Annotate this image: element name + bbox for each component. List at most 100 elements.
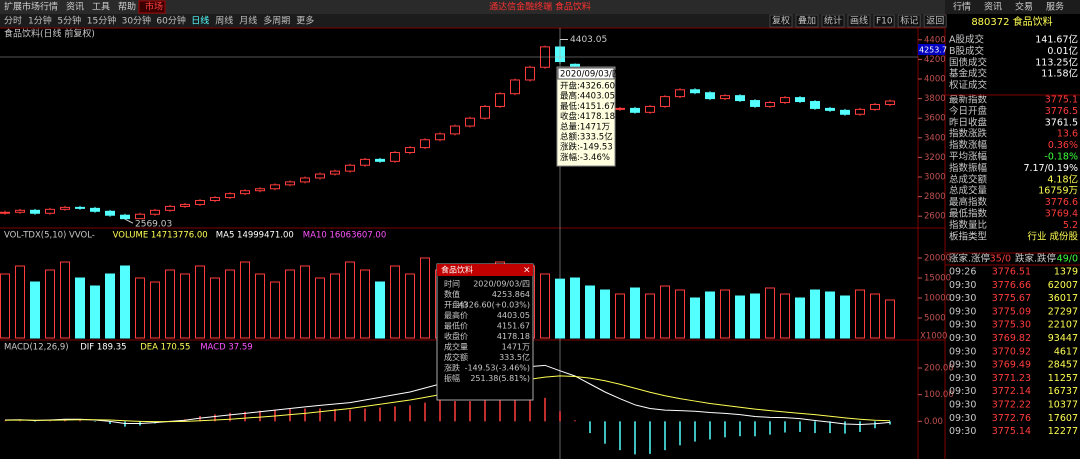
volume-bar <box>720 289 730 339</box>
candle-body <box>105 210 115 216</box>
candle-body <box>720 95 730 100</box>
period-tab[interactable]: 日线 <box>191 15 209 27</box>
candle-body <box>210 197 220 202</box>
volume-unit: X1000 <box>920 332 947 342</box>
side-tab[interactable]: 行情 <box>953 1 971 13</box>
menu-bar <box>0 0 1080 14</box>
info-label: 时间 <box>444 279 460 289</box>
candle-body <box>45 208 55 214</box>
candle-body <box>840 109 850 115</box>
quote-label: 板指类型 <box>949 230 988 242</box>
info-label: 开盘价 <box>444 300 468 310</box>
volume-bar <box>750 293 760 339</box>
volume-bar <box>90 285 100 339</box>
candle-body <box>285 181 295 186</box>
candle-body <box>330 170 340 175</box>
volume-bar <box>300 265 310 339</box>
tool-button[interactable]: 统计 <box>824 15 842 27</box>
candle-body <box>645 105 655 113</box>
tool-button[interactable]: 画线 <box>850 15 868 27</box>
info-value: -149.53(-3.46%) <box>465 364 530 373</box>
tooltip-row: 涨幅:-3.46% <box>560 152 610 163</box>
tick-time: 09:30 <box>949 400 976 411</box>
side-tab[interactable]: 服务 <box>1046 1 1064 13</box>
candle-body <box>525 66 535 81</box>
side-tab[interactable]: 交易 <box>1015 1 1033 13</box>
candle-body <box>510 79 520 95</box>
quote-label: 指数振幅 <box>949 162 988 174</box>
tool-button-box[interactable] <box>769 14 793 28</box>
quote-label: A股成交 <box>949 34 984 46</box>
quote-value: 141.67亿 <box>1035 34 1078 46</box>
period-tab[interactable]: 1分钟 <box>28 15 52 27</box>
tool-button[interactable]: 返回 <box>926 15 944 27</box>
tick-price: 3776.51 <box>992 267 1031 278</box>
period-tab[interactable]: 周线 <box>215 15 233 27</box>
y-tick-label: 100.00 <box>924 390 954 400</box>
market-tab[interactable]: 市场 <box>145 1 163 13</box>
tick-price: 3769.82 <box>992 333 1031 344</box>
volume-bar <box>630 287 640 339</box>
candle-body <box>90 207 100 212</box>
tool-button-box[interactable] <box>923 14 947 28</box>
period-tab[interactable]: 月线 <box>239 15 257 27</box>
volume-header: MA10 16063607.00 <box>303 231 386 241</box>
y-tick-label: 10000 <box>924 294 951 304</box>
menu-item[interactable]: 工具 <box>92 2 110 13</box>
tool-button[interactable]: 标记 <box>900 15 918 27</box>
tool-button[interactable]: 叠加 <box>798 16 816 27</box>
volume-bar <box>690 297 700 339</box>
close-button[interactable]: × <box>523 266 531 276</box>
volume-header: VOL-TDX(5,10) VVOL- <box>4 231 95 241</box>
candle-body <box>825 107 835 111</box>
info-value: 4253.864 <box>492 290 530 299</box>
candle-body <box>345 164 355 172</box>
candle-body <box>165 205 175 211</box>
period-tab[interactable]: 5分钟 <box>57 15 81 27</box>
tool-button[interactable]: F10 <box>876 17 893 27</box>
quote-value: 7.17/0.19% <box>1023 163 1078 174</box>
quote-value: 行业 成份股 <box>1027 230 1078 242</box>
tool-button-box[interactable] <box>821 14 845 28</box>
candle-body <box>360 158 370 166</box>
candle-body <box>480 105 490 119</box>
y-tick-label: 15000 <box>924 274 951 284</box>
period-tab[interactable]: 60分钟 <box>156 15 185 27</box>
volume-bar <box>75 277 85 339</box>
volume-bar <box>165 269 175 339</box>
quote-value: 0.36% <box>1048 140 1078 151</box>
tool-button-box[interactable] <box>795 14 819 28</box>
menu-item[interactable]: 扩展市场行情 <box>4 1 58 13</box>
info-value: 4403.05 <box>497 311 530 320</box>
tick-price: 3775.30 <box>992 320 1031 331</box>
breadth: 49/0 <box>1057 254 1078 265</box>
macd-header: DIF 189.35 <box>80 343 126 353</box>
tick-price: 3772.22 <box>992 400 1031 411</box>
menu-item[interactable]: 资讯 <box>66 2 84 13</box>
tool-button-box[interactable] <box>847 14 871 28</box>
candle-body <box>675 89 685 98</box>
period-tab[interactable]: 15分钟 <box>87 15 116 27</box>
tool-button-box[interactable] <box>897 14 921 28</box>
tool-button[interactable]: 复权 <box>772 15 790 27</box>
breadth: 35/0 <box>990 254 1011 265</box>
volume-bar <box>540 273 550 339</box>
period-tab[interactable]: 更多 <box>296 15 314 27</box>
tick-price: 3776.66 <box>992 280 1031 291</box>
market-tab-box[interactable] <box>138 0 166 14</box>
tool-button-box[interactable] <box>873 14 895 28</box>
period-tab[interactable]: 30分钟 <box>122 15 151 27</box>
volume-bar <box>870 293 880 339</box>
volume-bar <box>135 277 145 339</box>
info-value: 251.38(5.81%) <box>470 374 530 383</box>
period-tab[interactable]: 分时 <box>4 15 22 27</box>
side-tab[interactable]: 资讯 <box>984 2 1002 13</box>
quote-value: 4.18亿 <box>1047 173 1078 185</box>
volume-bar <box>225 269 235 339</box>
volume-bar <box>555 278 565 339</box>
period-tab[interactable]: 多周期 <box>263 15 290 27</box>
menu-item[interactable]: 帮助 <box>118 1 136 13</box>
y-tick-label: 2600 <box>924 212 946 222</box>
volume-bar <box>150 281 160 339</box>
